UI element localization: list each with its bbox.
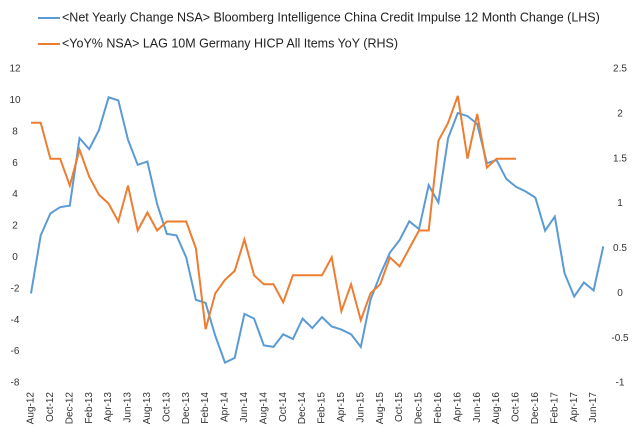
x-tick-label: Aug-16 <box>491 392 502 425</box>
x-tick-label: Feb-15 <box>317 392 328 424</box>
y2-tick-label: 1.5 <box>613 153 627 164</box>
x-tick-label: Feb-14 <box>200 392 211 424</box>
y2-tick-label: 2 <box>617 108 623 119</box>
x-tick-label: Jun-14 <box>239 392 250 423</box>
x-tick-label: Aug-14 <box>258 392 269 425</box>
x-tick-label: Oct-16 <box>511 392 522 422</box>
x-tick-label: Feb-17 <box>549 392 560 424</box>
y-tick-label: 4 <box>12 189 18 200</box>
x-tick-label: Oct-15 <box>394 392 405 422</box>
y-tick-label: -6 <box>11 346 20 357</box>
legend-label: <YoY% NSA> LAG 10M Germany HICP All Item… <box>62 36 398 50</box>
x-tick-label: Dec-15 <box>414 392 425 425</box>
y-tick-label: -2 <box>11 283 20 294</box>
y-tick-label: 0 <box>12 252 18 263</box>
x-tick-label: Jun-16 <box>472 392 483 423</box>
x-tick-label: Oct-13 <box>161 392 172 422</box>
x-tick-label: Apr-14 <box>220 392 231 422</box>
x-tick-label: Jun-17 <box>588 392 599 423</box>
x-tick-label: Jun-15 <box>355 392 366 423</box>
y2-tick-label: -1 <box>616 378 625 389</box>
x-tick-label: Apr-15 <box>336 392 347 422</box>
y-tick-label: 10 <box>9 95 21 106</box>
x-tick-label: Apr-13 <box>103 392 114 422</box>
y-tick-label: 6 <box>12 158 18 169</box>
x-tick-label: Dec-16 <box>530 392 541 425</box>
x-tick-label: Apr-16 <box>452 392 463 422</box>
series-line <box>30 96 605 364</box>
y-tick-label: 2 <box>12 221 18 232</box>
y2-tick-label: 0.5 <box>613 243 627 254</box>
x-tick-label: Dec-12 <box>64 392 75 425</box>
y2-tick-label: 1 <box>617 198 623 209</box>
y-tick-label: 12 <box>9 64 21 75</box>
x-tick-label: Aug-13 <box>142 392 153 425</box>
x-tick-label: Jun-13 <box>123 392 134 423</box>
y2-tick-label: 0 <box>617 288 623 299</box>
y-tick-label: 8 <box>12 126 18 137</box>
x-tick-label: Oct-14 <box>278 392 289 422</box>
x-tick-label: Dec-14 <box>297 392 308 425</box>
x-tick-label: Feb-13 <box>84 392 95 424</box>
x-tick-label: Aug-12 <box>26 392 37 425</box>
x-tick-label: Feb-16 <box>433 392 444 424</box>
series-line <box>31 95 516 330</box>
y2-tick-label: -0.5 <box>611 333 629 344</box>
legend-label: <Net Yearly Change NSA> Bloomberg Intell… <box>62 10 600 24</box>
y-tick-label: -4 <box>11 315 20 326</box>
x-tick-label: Apr-17 <box>569 392 580 422</box>
x-tick-label: Dec-13 <box>181 392 192 425</box>
y-tick-label: -8 <box>11 378 20 389</box>
y2-tick-label: 2.5 <box>613 64 627 75</box>
x-tick-label: Oct-12 <box>45 392 56 422</box>
x-tick-label: Aug-15 <box>375 392 386 425</box>
